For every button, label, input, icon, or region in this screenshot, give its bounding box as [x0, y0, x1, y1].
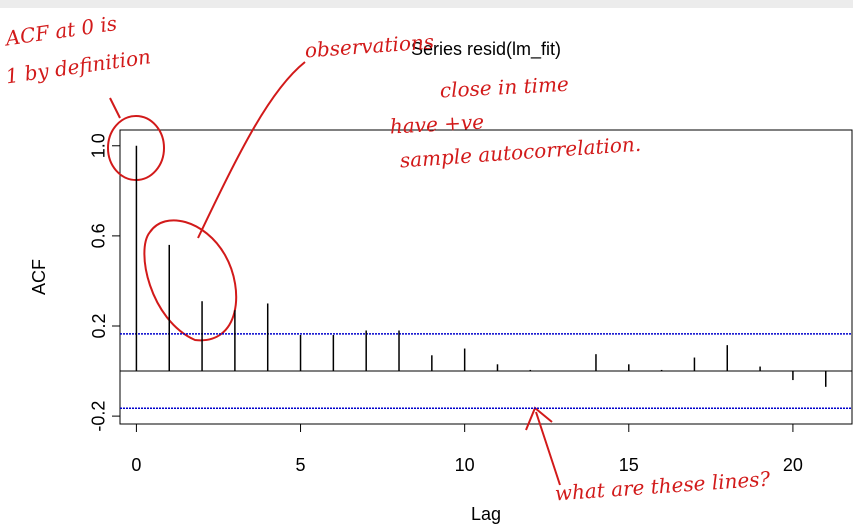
x-tick-label: 5: [296, 455, 306, 475]
arrow: [525, 406, 561, 486]
handwritten-marks: [107, 61, 561, 486]
pointer-line: [197, 61, 306, 239]
annotation: ACF at 0 is: [2, 11, 118, 51]
y-tick-label: -0.2: [89, 401, 109, 432]
x-tick-label: 15: [619, 455, 639, 475]
plot-frame: [119, 129, 853, 425]
y-tick-label: 0.2: [89, 313, 109, 338]
x-axis-label: Lag: [471, 504, 501, 524]
annotation: have +ve: [389, 110, 484, 139]
y-tick-label: 0.6: [89, 223, 109, 248]
annotation: close in time: [439, 72, 569, 103]
x-tick-label: 0: [131, 455, 141, 475]
x-tick-label: 20: [783, 455, 803, 475]
y-tick-label: 1.0: [89, 133, 109, 158]
tick-stroke: [109, 97, 121, 119]
x-tick-label: 10: [455, 455, 475, 475]
circle-lags: [143, 219, 238, 342]
annotation: 1 by definition: [4, 44, 152, 88]
top-strip: [0, 0, 853, 8]
chart-title: Series resid(lm_fit): [411, 39, 561, 60]
annotation: sample autocorrelation.: [399, 132, 642, 173]
y-axis-label: ACF: [29, 259, 49, 295]
annotation: what are these lines?: [554, 466, 771, 505]
